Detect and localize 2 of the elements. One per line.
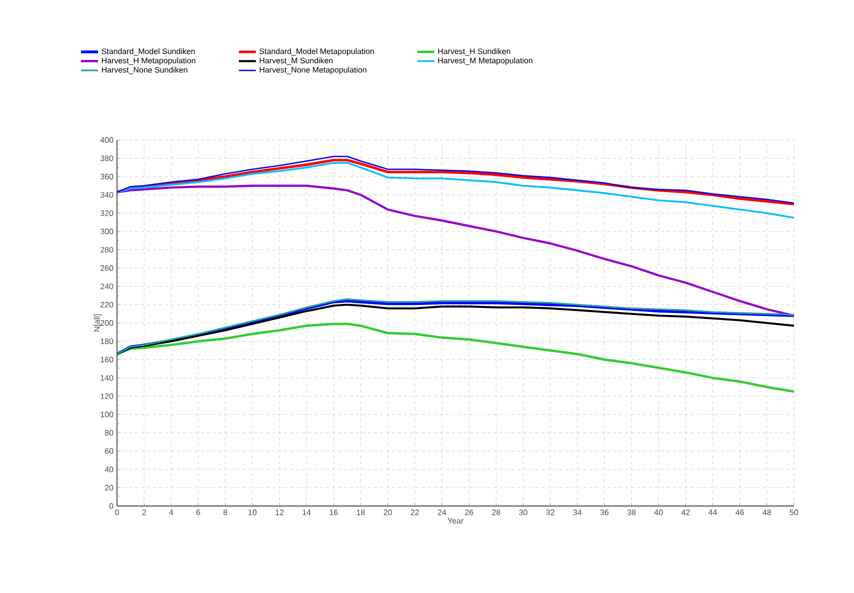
line-series	[117, 162, 794, 219]
line-series	[117, 322, 794, 393]
